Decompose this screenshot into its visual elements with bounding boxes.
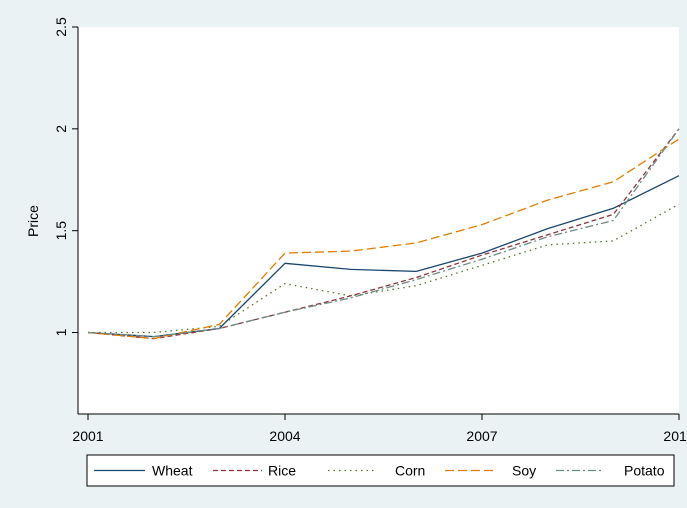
y-tick-label: 1.5 bbox=[53, 221, 69, 241]
x-tick-label: 2004 bbox=[269, 428, 300, 444]
legend-label-corn: Corn bbox=[395, 463, 425, 479]
x-tick-label: 2007 bbox=[466, 428, 497, 444]
legend-label-rice: Rice bbox=[268, 463, 296, 479]
y-tick-label: 2 bbox=[53, 125, 69, 133]
legend: Wheat Rice Corn Soy Potato bbox=[86, 454, 675, 487]
axes: 1 1.5 2 2.5 2001 2004 2007 2010 bbox=[53, 17, 687, 444]
x-tick-label: 2001 bbox=[72, 428, 103, 444]
series-line-soy bbox=[87, 138, 680, 340]
legend-label-wheat: Wheat bbox=[152, 463, 193, 479]
plot-area bbox=[78, 27, 679, 414]
series-line-potato bbox=[87, 128, 680, 338]
y-tick-label: 1 bbox=[53, 328, 69, 336]
legend-label-potato: Potato bbox=[624, 463, 665, 479]
y-tick-label: 2.5 bbox=[53, 17, 69, 37]
legend-label-soy: Soy bbox=[512, 463, 536, 479]
x-tick-label: 2010 bbox=[663, 428, 687, 444]
series-layer bbox=[87, 128, 680, 340]
y-axis-title: Price bbox=[25, 205, 41, 237]
series-line-rice bbox=[87, 128, 680, 340]
